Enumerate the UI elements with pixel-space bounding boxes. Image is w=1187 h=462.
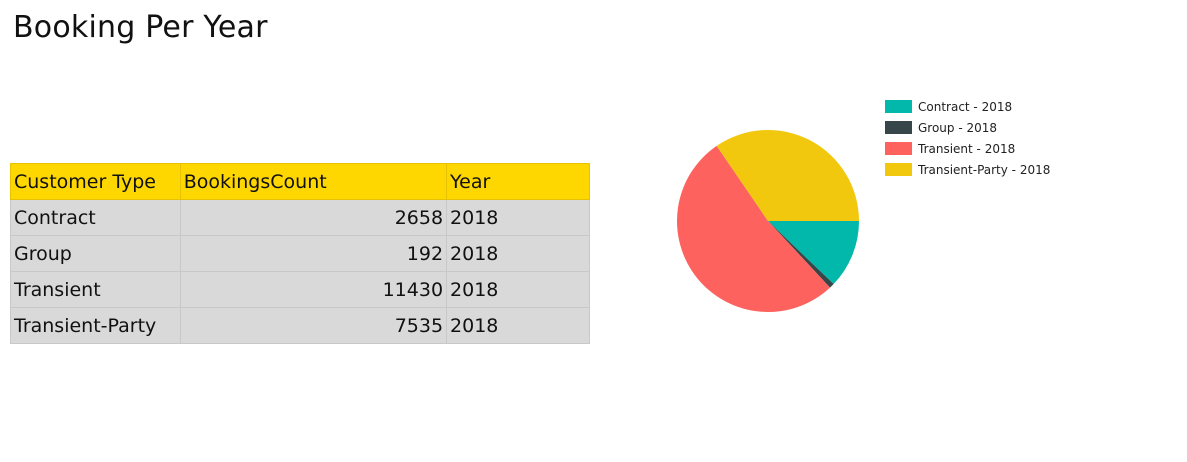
pie-slice-group-2018[interactable] [768, 221, 834, 288]
legend-swatch [885, 100, 912, 113]
cell-customer-type: Group [10, 235, 181, 272]
cell-year: 2018 [446, 271, 590, 308]
legend-label[interactable]: Transient-Party - 2018 [917, 163, 1050, 177]
legend-swatch [885, 121, 912, 134]
column-header-customer-type[interactable]: Customer Type [10, 163, 181, 200]
legend-swatch [885, 163, 912, 176]
table-header-row: Customer Type BookingsCount Year [10, 163, 590, 200]
pie-slice-transient-party-2018[interactable] [716, 130, 859, 221]
table-row[interactable]: Transient-Party 7535 2018 [10, 307, 590, 344]
bookings-pie-chart: Contract - 2018 Group - 2018 Transient - 2… [677, 100, 1050, 312]
cell-bookings-count: 7535 [179, 307, 448, 344]
chart-legend: Contract - 2018 Group - 2018 Transient - 2… [885, 100, 1050, 177]
table-row[interactable]: Transient 11430 2018 [10, 271, 590, 308]
legend-swatch [885, 142, 912, 155]
column-header-bookings-count[interactable]: BookingsCount [179, 163, 448, 200]
cell-customer-type: Transient [10, 271, 181, 308]
column-header-year[interactable]: Year [446, 163, 590, 200]
pie-slices [677, 130, 859, 312]
cell-bookings-count: 2658 [179, 199, 448, 236]
cell-customer-type: Contract [10, 199, 181, 236]
cell-year: 2018 [446, 235, 590, 272]
table-row[interactable]: Contract 2658 2018 [10, 199, 590, 236]
pie-slice-transient-2018[interactable] [677, 145, 831, 312]
table-row[interactable]: Group 192 2018 [10, 235, 590, 272]
cell-customer-type: Transient-Party [10, 307, 181, 344]
cell-bookings-count: 192 [179, 235, 448, 272]
page-title: Booking Per Year [13, 10, 268, 45]
cell-year: 2018 [446, 307, 590, 344]
legend-label[interactable]: Transient - 2018 [917, 142, 1015, 156]
bookings-table: Customer Type BookingsCount Year Contrac… [10, 163, 590, 344]
pie-slice-contract-2018[interactable] [768, 221, 859, 285]
legend-label[interactable]: Group - 2018 [918, 121, 997, 135]
legend-label[interactable]: Contract - 2018 [918, 100, 1012, 114]
cell-bookings-count: 11430 [179, 271, 448, 308]
cell-year: 2018 [446, 199, 590, 236]
